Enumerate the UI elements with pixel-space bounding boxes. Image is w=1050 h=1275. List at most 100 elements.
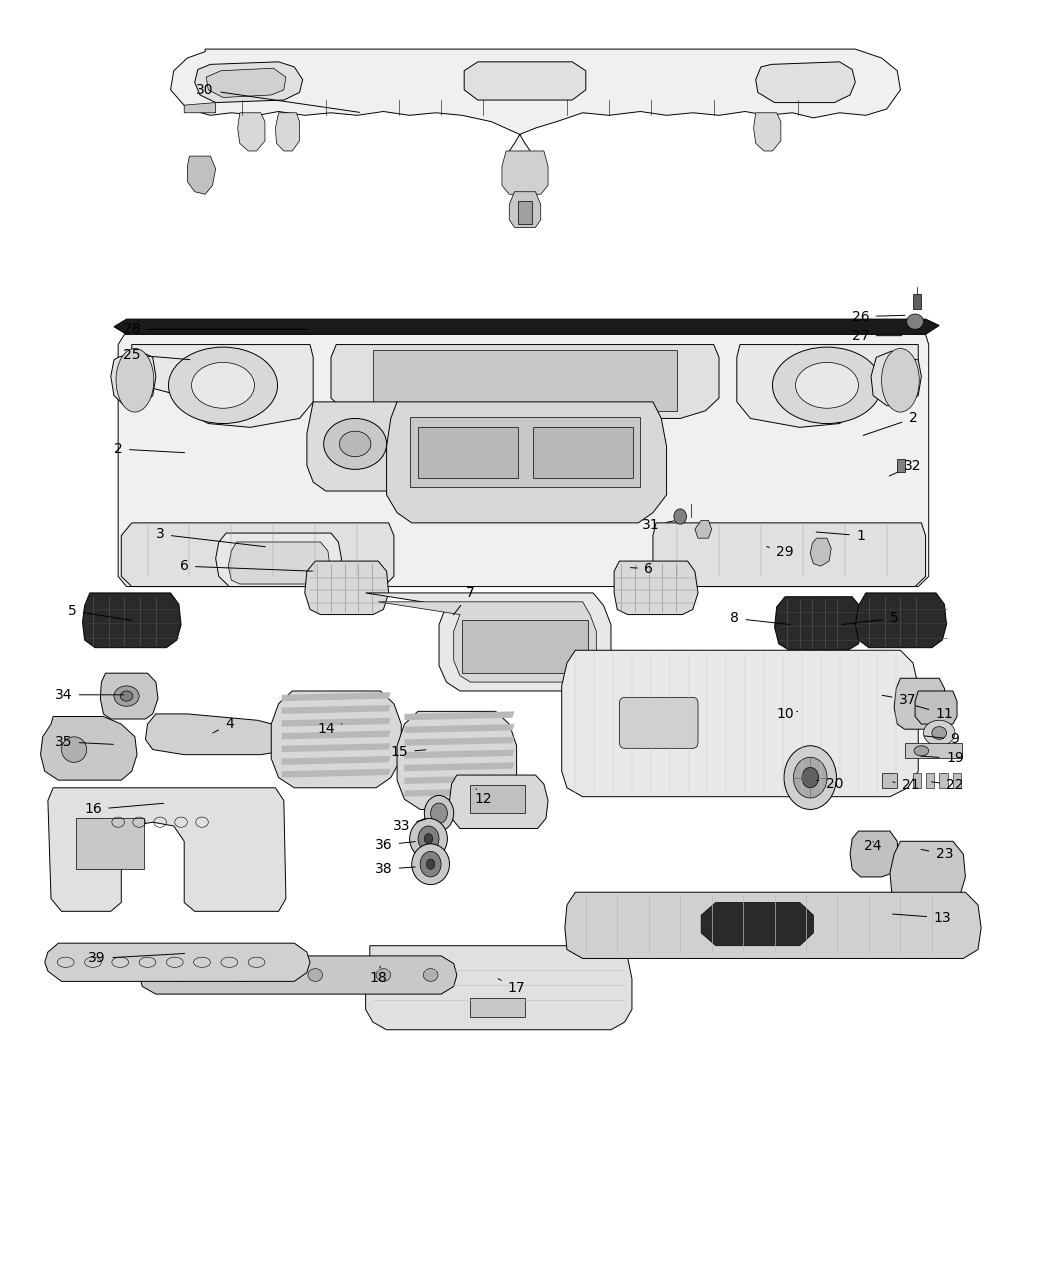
Ellipse shape [907, 314, 923, 329]
Polygon shape [565, 892, 981, 959]
Text: 34: 34 [55, 687, 124, 701]
Text: 12: 12 [475, 789, 491, 806]
Bar [914, 293, 922, 309]
Polygon shape [307, 402, 415, 491]
Polygon shape [281, 743, 391, 752]
Polygon shape [275, 112, 299, 150]
Text: 5: 5 [842, 612, 899, 626]
FancyBboxPatch shape [620, 697, 698, 748]
Polygon shape [215, 533, 341, 586]
Ellipse shape [412, 844, 449, 885]
Ellipse shape [784, 746, 837, 810]
Text: 7: 7 [454, 586, 475, 615]
Polygon shape [850, 831, 899, 877]
Text: 28: 28 [123, 323, 308, 337]
Ellipse shape [423, 969, 438, 982]
Ellipse shape [410, 819, 447, 859]
Ellipse shape [802, 768, 819, 788]
Polygon shape [119, 334, 928, 586]
Text: 10: 10 [776, 706, 798, 720]
Ellipse shape [168, 347, 277, 423]
Text: 2: 2 [863, 412, 918, 435]
Ellipse shape [323, 418, 386, 469]
Polygon shape [237, 112, 265, 150]
Polygon shape [281, 692, 391, 701]
Ellipse shape [430, 803, 447, 824]
Polygon shape [502, 150, 548, 194]
Ellipse shape [931, 727, 946, 739]
Polygon shape [397, 711, 517, 810]
Text: 25: 25 [123, 348, 190, 362]
Bar [898, 459, 905, 472]
Ellipse shape [169, 969, 184, 982]
Polygon shape [756, 61, 856, 102]
Polygon shape [281, 705, 391, 714]
Polygon shape [890, 842, 965, 908]
Text: 35: 35 [55, 734, 113, 748]
Text: 5: 5 [67, 604, 132, 621]
Polygon shape [404, 762, 514, 771]
Text: 19: 19 [921, 751, 964, 765]
Polygon shape [331, 344, 719, 418]
Polygon shape [281, 718, 391, 727]
Text: 1: 1 [816, 529, 865, 543]
Polygon shape [170, 50, 901, 159]
Polygon shape [145, 714, 296, 755]
Polygon shape [775, 597, 863, 650]
Polygon shape [404, 788, 514, 797]
Ellipse shape [121, 691, 132, 701]
Polygon shape [378, 602, 596, 682]
Text: 18: 18 [370, 966, 387, 984]
Polygon shape [404, 737, 514, 746]
Ellipse shape [234, 969, 249, 982]
Ellipse shape [117, 348, 153, 412]
Bar [518, 200, 532, 223]
Polygon shape [895, 678, 946, 729]
Bar [77, 819, 144, 870]
Ellipse shape [796, 362, 859, 408]
Text: 21: 21 [892, 778, 920, 792]
Polygon shape [614, 561, 698, 615]
Bar [533, 427, 633, 478]
Text: 3: 3 [155, 528, 266, 547]
Text: 38: 38 [375, 862, 415, 876]
Text: 15: 15 [391, 745, 425, 759]
Text: 33: 33 [393, 819, 426, 833]
Text: 17: 17 [498, 979, 525, 995]
Polygon shape [114, 319, 939, 334]
Polygon shape [872, 351, 922, 405]
Polygon shape [562, 650, 919, 797]
Polygon shape [916, 691, 957, 724]
Polygon shape [737, 344, 919, 427]
Text: 22: 22 [931, 778, 964, 792]
Polygon shape [206, 68, 286, 97]
Text: 11: 11 [916, 706, 953, 720]
Polygon shape [281, 731, 391, 739]
Ellipse shape [114, 686, 139, 706]
Text: 29: 29 [766, 546, 794, 560]
Polygon shape [464, 61, 586, 99]
Ellipse shape [376, 969, 391, 982]
Polygon shape [404, 750, 514, 759]
Bar [418, 427, 518, 478]
Ellipse shape [191, 362, 254, 408]
Bar [925, 773, 933, 788]
Polygon shape [701, 903, 814, 946]
Bar [470, 785, 525, 813]
Polygon shape [365, 946, 632, 1030]
Ellipse shape [674, 509, 687, 524]
Polygon shape [404, 775, 514, 784]
Ellipse shape [62, 737, 87, 762]
Text: 30: 30 [196, 83, 360, 112]
Bar [470, 998, 525, 1017]
Text: 9: 9 [924, 732, 960, 746]
Text: 14: 14 [317, 722, 342, 736]
Polygon shape [811, 538, 832, 566]
Polygon shape [386, 402, 667, 523]
Polygon shape [187, 156, 215, 194]
Ellipse shape [794, 757, 827, 798]
Text: 39: 39 [88, 951, 185, 965]
Polygon shape [856, 593, 946, 648]
Polygon shape [281, 756, 391, 765]
Text: 24: 24 [864, 839, 882, 853]
